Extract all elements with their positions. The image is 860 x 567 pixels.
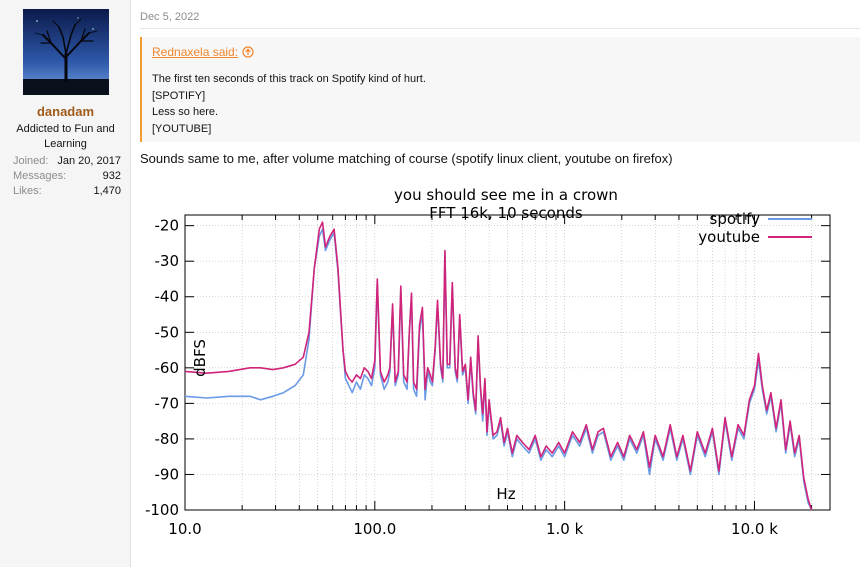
chart-subtitle: FFT 16k, 10 seconds xyxy=(429,204,583,222)
post-body-text: Sounds same to me, after volume matching… xyxy=(140,151,673,166)
y-tick-label: -80 xyxy=(155,430,180,448)
quote-line: The first ten seconds of this track on S… xyxy=(152,73,426,85)
arrow-up-circle-icon[interactable] xyxy=(242,46,254,58)
y-tick-label: -40 xyxy=(155,288,180,306)
quote-block: Rednaxela said: The first ten seconds of… xyxy=(140,37,860,142)
chart-series xyxy=(184,221,813,511)
chart-legend: spotify youtube xyxy=(698,210,812,246)
x-tick-label: 100.0 xyxy=(353,520,396,538)
y-axis-label: dBFS xyxy=(191,339,209,377)
stat-value: 1,470 xyxy=(93,185,121,197)
chart-grid xyxy=(184,215,830,511)
quote-author-name: Rednaxela said: xyxy=(152,45,239,59)
chart-title: you should see me in a crown xyxy=(394,186,618,204)
post-date-link[interactable]: Dec 5, 2022 xyxy=(140,11,200,23)
legend-label-youtube: youtube xyxy=(698,228,760,246)
y-tick-label: -30 xyxy=(155,252,180,270)
post-main: Dec 5, 2022 Rednaxela said: The first te… xyxy=(131,0,860,567)
y-tick-label: -50 xyxy=(155,323,180,341)
quote-body: The first ten seconds of this track on S… xyxy=(152,71,426,137)
stat-value: 932 xyxy=(102,170,121,182)
quote-line: [YOUTUBE] xyxy=(152,122,212,135)
series-line-youtube xyxy=(184,221,813,511)
y-tick-label: -70 xyxy=(155,394,180,412)
user-sidebar: danadam Addicted to Fun and Learning Joi… xyxy=(0,0,131,567)
x-axis-label: Hz xyxy=(496,485,515,503)
quote-author-link[interactable]: Rednaxela said: xyxy=(152,45,254,59)
y-tick-label: -90 xyxy=(155,465,180,483)
quote-line: Less so here. xyxy=(152,106,219,118)
y-tick-label: -60 xyxy=(155,359,180,377)
user-title: Addicted to Fun and Learning xyxy=(16,123,115,150)
x-tick-label: 1.0 k xyxy=(546,520,584,538)
stat-label: Joined: xyxy=(13,155,49,167)
avatar-image xyxy=(23,9,109,95)
stat-label: Likes: xyxy=(13,185,42,197)
x-tick-label: 10.0 xyxy=(168,520,201,538)
stat-messages: Messages: 932 xyxy=(13,169,121,184)
stat-value: Jan 20, 2017 xyxy=(57,155,121,167)
avatar[interactable] xyxy=(23,9,109,95)
quote-line: [SPOTIFY] xyxy=(152,89,206,102)
stat-label: Messages: xyxy=(13,170,67,182)
username-link[interactable]: danadam xyxy=(36,104,95,119)
legend-label-spotify: spotify xyxy=(710,210,761,228)
y-tick-label: -100 xyxy=(145,501,179,519)
y-tick-label: -20 xyxy=(155,217,180,235)
user-stats: Joined: Jan 20, 2017 Messages: 932 Likes… xyxy=(13,154,121,199)
stat-likes: Likes: 1,470 xyxy=(13,184,121,199)
stat-joined: Joined: Jan 20, 2017 xyxy=(13,154,121,169)
series-line-spotify xyxy=(184,228,813,511)
post-header-divider xyxy=(140,28,860,29)
x-tick-label: 10.0 k xyxy=(731,520,778,538)
